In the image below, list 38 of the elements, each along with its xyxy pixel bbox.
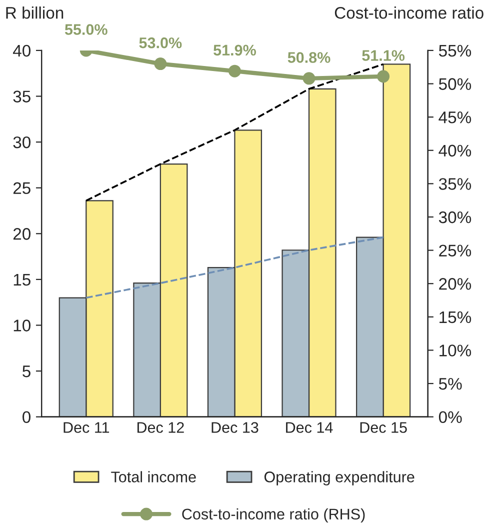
y-tick-label: 35 [13,90,30,102]
y-tick-label: 10 [14,320,30,332]
y2-tick-label: 5% [438,378,462,390]
y-tick-label: 0 [22,411,30,424]
y2-tick-label: 55% [438,44,472,57]
line-series [85,236,384,299]
y2-tick-label: 25% [439,244,472,256]
data-label: 50.8% [288,52,330,63]
y2-tick-label: 50% [438,78,472,90]
y2-tick-label: 40% [438,144,472,157]
data-label: 51.1% [362,50,405,61]
y2-tick-label: 20% [439,278,472,290]
y2-tick-label: 15% [440,311,472,324]
x-tick-label: Dec 12 [137,422,184,433]
y2-tick-label: 0% [438,411,462,424]
x-tick-label: Dec 14 [286,422,333,433]
data-label: 51.9% [214,44,256,56]
y-tick-label: 40 [12,44,30,57]
y-tick-label: 25 [13,182,30,194]
x-tick-label: Dec 15 [360,422,407,433]
y2-axis-title: Cost-to-income ratio [334,6,484,19]
line-series [85,63,384,202]
y2-tick-label: 10% [440,344,472,356]
x-tick-label: Dec 13 [212,422,258,433]
x-tick-label: Dec 11 [64,422,110,433]
y2-tick-label: 45% [438,112,472,124]
data-label: 55.0% [64,24,108,35]
y2-tick-label: 35% [438,178,472,190]
legend-label: Total income [111,471,196,482]
y-tick-label: 20 [13,228,30,240]
y2-tick-label: 30% [438,211,472,224]
y-tick-label: 5 [22,366,30,378]
legend-label: Cost-to-income ratio (RHS) [182,508,365,523]
y-tick-label: 15 [14,274,30,286]
y-tick-label: 30 [13,136,30,148]
data-label: 53.0% [139,37,182,48]
legend-label: Operating expenditure [264,471,414,486]
y-axis-title: R billion [6,6,64,19]
